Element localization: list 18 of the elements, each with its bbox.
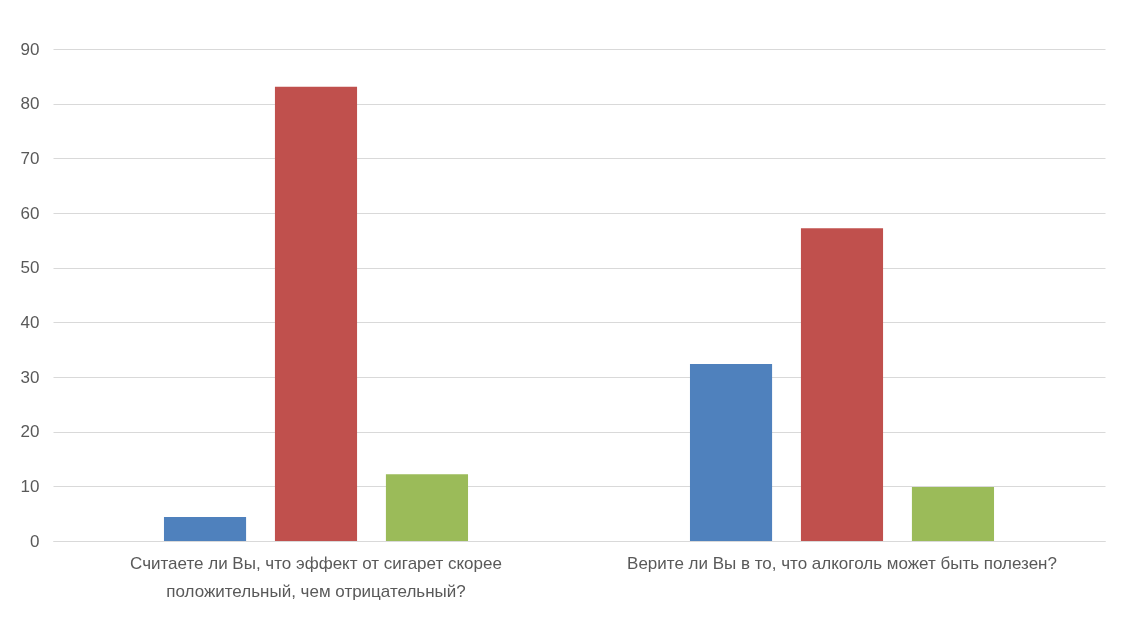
bar [689, 363, 773, 541]
y-tick-label: 10 [20, 476, 40, 496]
bar [911, 486, 995, 541]
bar [385, 474, 469, 541]
y-tick-label: 70 [20, 148, 40, 168]
y-tick-label: 90 [20, 39, 40, 59]
x-tick-label: Считаете ли Вы, что эффект от сигарет скорее положительный, чем отрицательный? [130, 553, 502, 601]
y-tick-label: 30 [20, 367, 40, 387]
bar [274, 86, 358, 541]
bar [800, 228, 884, 541]
y-tick-label: 0 [30, 531, 40, 551]
y-tick-label: 20 [20, 422, 40, 442]
y-tick-label: 60 [20, 203, 40, 223]
y-tick-label: 50 [20, 258, 40, 278]
y-tick-label: 80 [20, 94, 40, 114]
y-tick-label: 40 [20, 312, 40, 332]
x-tick-label: Верите ли Вы в то, что алкоголь может быть полезен? [627, 553, 1057, 573]
bar [163, 516, 247, 541]
